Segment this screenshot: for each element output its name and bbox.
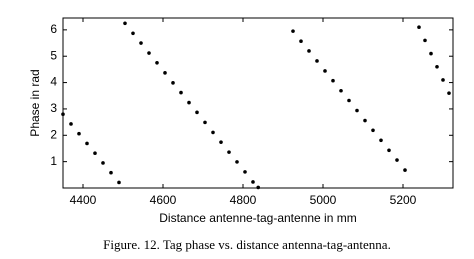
point [77, 131, 81, 136]
point [441, 78, 445, 82]
point [195, 110, 199, 115]
point [187, 100, 191, 105]
point [256, 185, 261, 190]
point [371, 128, 375, 133]
x-tick-label: 5200 [390, 193, 417, 207]
point [429, 51, 433, 56]
point [123, 21, 127, 26]
point [347, 98, 351, 103]
point [203, 120, 207, 125]
point [363, 118, 367, 123]
point [387, 148, 391, 153]
point [61, 112, 65, 117]
point [227, 150, 231, 154]
y-tick-label: 4 [50, 75, 57, 89]
y-tick-label: 6 [50, 22, 57, 36]
point [171, 81, 175, 85]
point [355, 108, 359, 113]
x-tick-label: 4600 [150, 193, 177, 207]
x-tick-label: 4800 [230, 193, 257, 207]
point [101, 161, 105, 165]
point [163, 71, 167, 75]
point [243, 170, 247, 174]
y-axis-label: Phase in rad [28, 69, 42, 136]
point [307, 49, 311, 53]
caption: Figure. 12. Tag phase vs. distance anten… [103, 237, 391, 252]
y-tick-label: 1 [50, 154, 57, 168]
point [299, 39, 303, 43]
point [379, 138, 383, 143]
point [211, 130, 215, 135]
point [219, 140, 223, 144]
point [147, 51, 151, 55]
point [235, 160, 239, 164]
y-tick-label: 3 [50, 101, 57, 115]
point [85, 141, 89, 146]
point [93, 151, 97, 156]
point [403, 168, 407, 172]
point [339, 88, 343, 93]
x-tick-label: 4400 [70, 193, 97, 207]
point [117, 180, 121, 185]
point [179, 90, 183, 95]
point [447, 91, 451, 95]
y-tick-label: 5 [50, 48, 57, 62]
point [395, 158, 399, 162]
point [417, 25, 421, 30]
x-tick-label: 5000 [310, 193, 337, 207]
point [323, 69, 327, 73]
point [251, 180, 255, 184]
point [423, 38, 427, 43]
point [109, 170, 113, 175]
point [139, 41, 143, 45]
point [435, 64, 439, 69]
point [291, 29, 295, 33]
point [69, 122, 73, 126]
y-tick-label: 2 [50, 127, 57, 141]
x-axis-label: Distance antenne-tag-antenne in mm [159, 211, 356, 225]
point [155, 61, 159, 65]
point [315, 59, 319, 63]
point [131, 31, 135, 36]
plot-frame [62, 17, 454, 189]
point [331, 78, 335, 83]
